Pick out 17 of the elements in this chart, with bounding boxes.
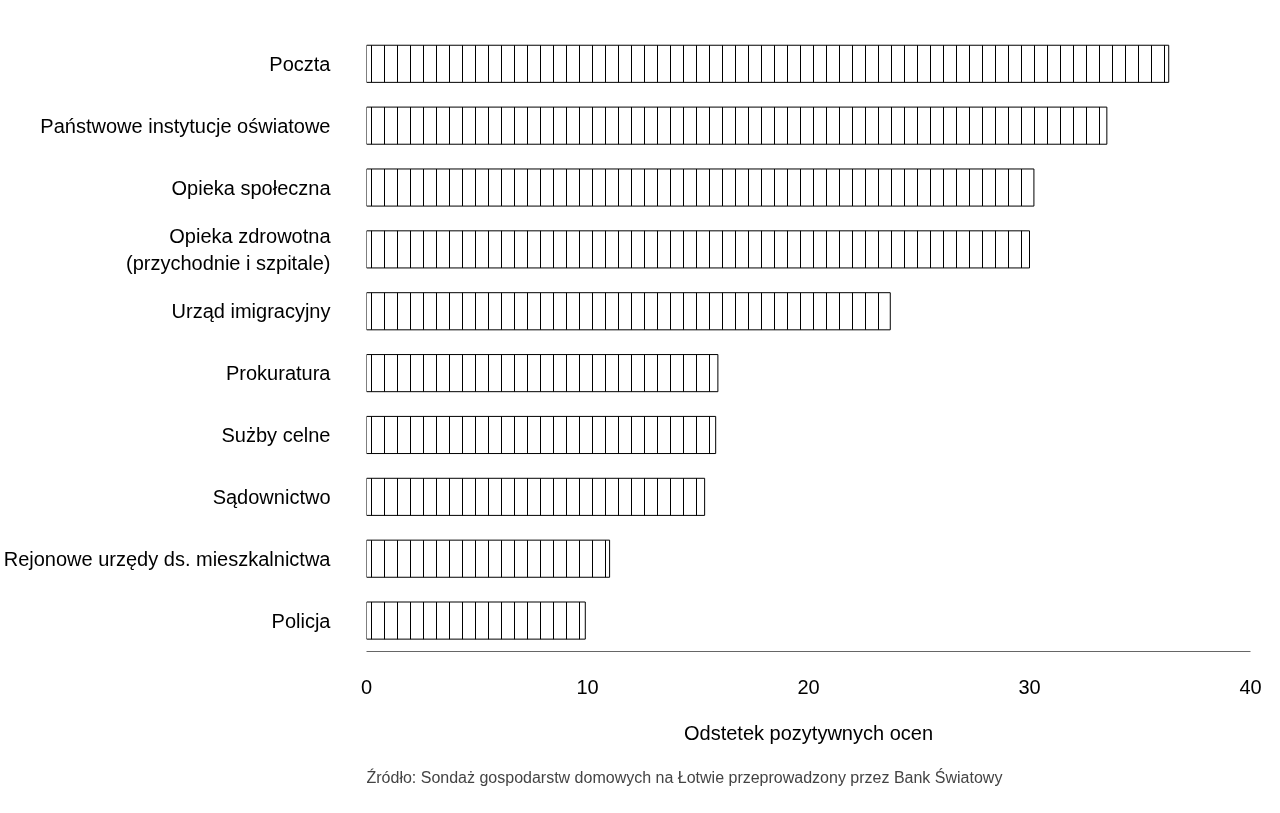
y-tick-label: Opieka zdrowotna (przychodnie i szpitale): [125, 225, 332, 274]
x-tick-label: 0: [360, 675, 373, 698]
y-tick-label: Sużby celne: [221, 423, 331, 446]
x-tick-label: 40: [1239, 675, 1262, 698]
x-tick-label: 10: [576, 675, 599, 698]
y-tick-label: Państwowe instytucje oświatowe: [40, 114, 331, 137]
text: Źródło: Sondaż gospodarstw domowych na Łotwie przeprowadzony przez Bank Światowy: [366, 767, 1003, 786]
y-tick-label: Policja: [271, 609, 332, 632]
y-tick-label: Rejonowe urzędy ds. mieszkalnictwa: [3, 547, 332, 570]
y-tick-label: Poczta: [269, 52, 332, 75]
y-tick-label: Sądownictwo: [212, 485, 331, 508]
x-tick-label: 30: [1018, 675, 1041, 698]
x-tick-label: 20: [797, 675, 820, 698]
y-tick-label: Urząd imigracyjny: [171, 300, 331, 323]
y-tick-label: Prokuratura: [226, 362, 332, 385]
y-tick-label: Opieka społeczna: [171, 176, 332, 199]
x-axis-title: Odstetek pozytywnych ocen: [683, 721, 934, 744]
